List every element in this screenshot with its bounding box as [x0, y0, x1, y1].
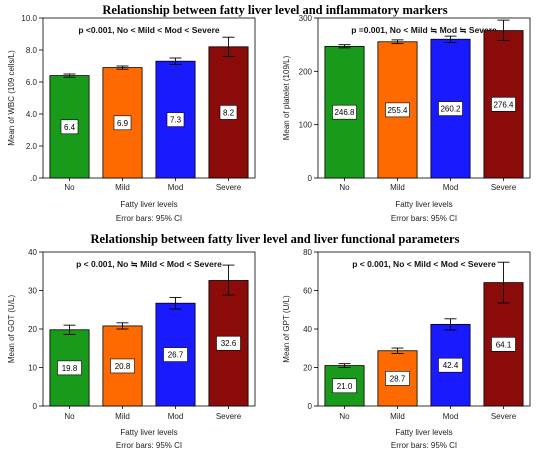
y-axis-label: Mean of GPT (U/L) — [282, 295, 291, 363]
y-axis-label: Mean of WBC (109 cells/L) — [7, 50, 16, 146]
value-label-box — [219, 105, 238, 120]
value-label: 64.1 — [496, 340, 512, 349]
x-tick-label: Mild — [390, 183, 405, 192]
value-label-box — [385, 371, 410, 386]
value-label-box — [491, 337, 516, 352]
error-bar-note: Error bars: 95% CI — [391, 214, 457, 223]
y-tick-label: 300 — [299, 14, 313, 23]
value-label-box — [60, 119, 79, 135]
value-label: 6.4 — [64, 123, 76, 132]
y-tick-label: 10.0 — [21, 14, 37, 23]
x-tick-label: Mod — [443, 412, 459, 421]
significance-annotation: p =0.001, No < Mild ≒ Mod ≒ Severe — [351, 25, 497, 35]
x-tick-label: Severe — [491, 412, 517, 421]
value-label: 28.7 — [390, 374, 406, 383]
value-label-box — [385, 102, 410, 118]
value-label-box — [438, 357, 463, 373]
value-label: 21.0 — [337, 382, 353, 391]
x-tick-label: Severe — [216, 183, 242, 192]
value-label-box — [166, 112, 185, 127]
significance-annotation: p < 0.001, No < Mild < Mod < Severe — [352, 259, 496, 269]
significance-annotation: p <0.001, No < Mild < Mod < Severe — [78, 25, 220, 35]
y-tick-label: 8.0 — [26, 46, 38, 55]
y-tick-label: 6.0 — [26, 78, 38, 87]
chart-wbc: .0 2.0 4.0 6.0 8.0 10.0 p <0.001, No < Mild < … — [7, 14, 256, 223]
x-axis-label: Fatty liver levels — [120, 428, 177, 437]
x-axis-label: Fatty liver levels — [395, 200, 452, 209]
y-tick-label: 0 — [308, 402, 313, 411]
x-tick-label: Mod — [168, 183, 184, 192]
y-tick-label: 60 — [303, 287, 312, 296]
significance-annotation: p < 0.001, No ≒ Mild < Mod < Severe — [76, 259, 222, 269]
y-axis-label: Mean of platelet (109/L) — [282, 55, 291, 140]
y-tick-label: 30 — [28, 287, 37, 296]
y-tick-label: 0 — [308, 174, 313, 183]
y-axis-label: Mean of GOT (U/L) — [7, 295, 16, 364]
value-label-box — [491, 96, 516, 112]
error-bar-note: Error bars: 95% CI — [116, 214, 182, 223]
x-tick-label: Mild — [390, 412, 405, 421]
x-tick-label: Severe — [216, 412, 242, 421]
x-tick-label: No — [64, 412, 75, 421]
y-tick-label: 200 — [299, 67, 313, 76]
value-label-box — [438, 101, 463, 116]
y-tick-label: 40 — [303, 325, 312, 334]
value-label: 8.2 — [223, 108, 235, 117]
value-label-box — [332, 378, 357, 394]
y-tick-label: 40 — [28, 248, 37, 257]
value-label: 246.8 — [334, 108, 355, 117]
x-tick-label: No — [64, 183, 75, 192]
section-title-inflammatory: Relationship between fatty liver level a… — [102, 3, 448, 17]
y-tick-label: 4.0 — [26, 110, 38, 119]
x-axis-label: Fatty liver levels — [395, 428, 452, 437]
y-tick-label: 2.0 — [26, 142, 38, 151]
value-label-box — [332, 104, 357, 120]
value-label-box — [113, 115, 132, 131]
x-tick-label: Severe — [491, 183, 517, 192]
error-bar-note: Error bars: 95% CI — [116, 441, 182, 450]
value-label: 276.4 — [493, 100, 514, 109]
value-label: 26.7 — [168, 351, 184, 360]
value-label-box — [216, 335, 241, 351]
x-tick-label: Mild — [115, 412, 130, 421]
value-label: 32.6 — [221, 339, 237, 348]
y-tick-label: .0 — [30, 174, 37, 183]
chart-got: 0 10 20 30 40 p < 0.001, No ≒ Mild < Mod < Se… — [7, 248, 256, 450]
value-label: 7.3 — [170, 116, 182, 125]
error-bar-note: Error bars: 95% CI — [391, 441, 457, 450]
y-tick-label: 20 — [303, 364, 312, 373]
value-label: 19.8 — [62, 364, 78, 373]
chart-gpt: 0 20 40 60 80 p < 0.001, No < Mild < Mod < Se… — [282, 248, 531, 450]
y-tick-label: 100 — [299, 121, 313, 130]
x-tick-label: No — [339, 412, 350, 421]
x-tick-label: Mild — [115, 183, 130, 192]
value-label-box — [57, 360, 82, 376]
x-axis-label: Fatty liver levels — [120, 200, 177, 209]
value-label: 6.9 — [117, 119, 129, 128]
chart-platelet: 0 100 200 300 p =0.001, No < Mild ≒ Mod ≒ Se… — [282, 14, 531, 223]
x-tick-label: Mod — [443, 183, 459, 192]
x-tick-label: No — [339, 183, 350, 192]
value-label: 42.4 — [443, 361, 459, 370]
y-tick-label: 0 — [33, 402, 38, 411]
value-label: 255.4 — [387, 106, 408, 115]
x-tick-label: Mod — [168, 412, 184, 421]
y-tick-label: 10 — [28, 364, 37, 373]
y-tick-label: 80 — [303, 248, 312, 257]
value-label-box — [163, 347, 188, 362]
value-label: 260.2 — [440, 105, 461, 114]
value-label: 20.8 — [115, 362, 131, 371]
y-tick-label: 20 — [28, 325, 37, 334]
value-label-box — [110, 358, 135, 374]
section-title-liver-function: Relationship between fatty liver level a… — [90, 232, 460, 246]
